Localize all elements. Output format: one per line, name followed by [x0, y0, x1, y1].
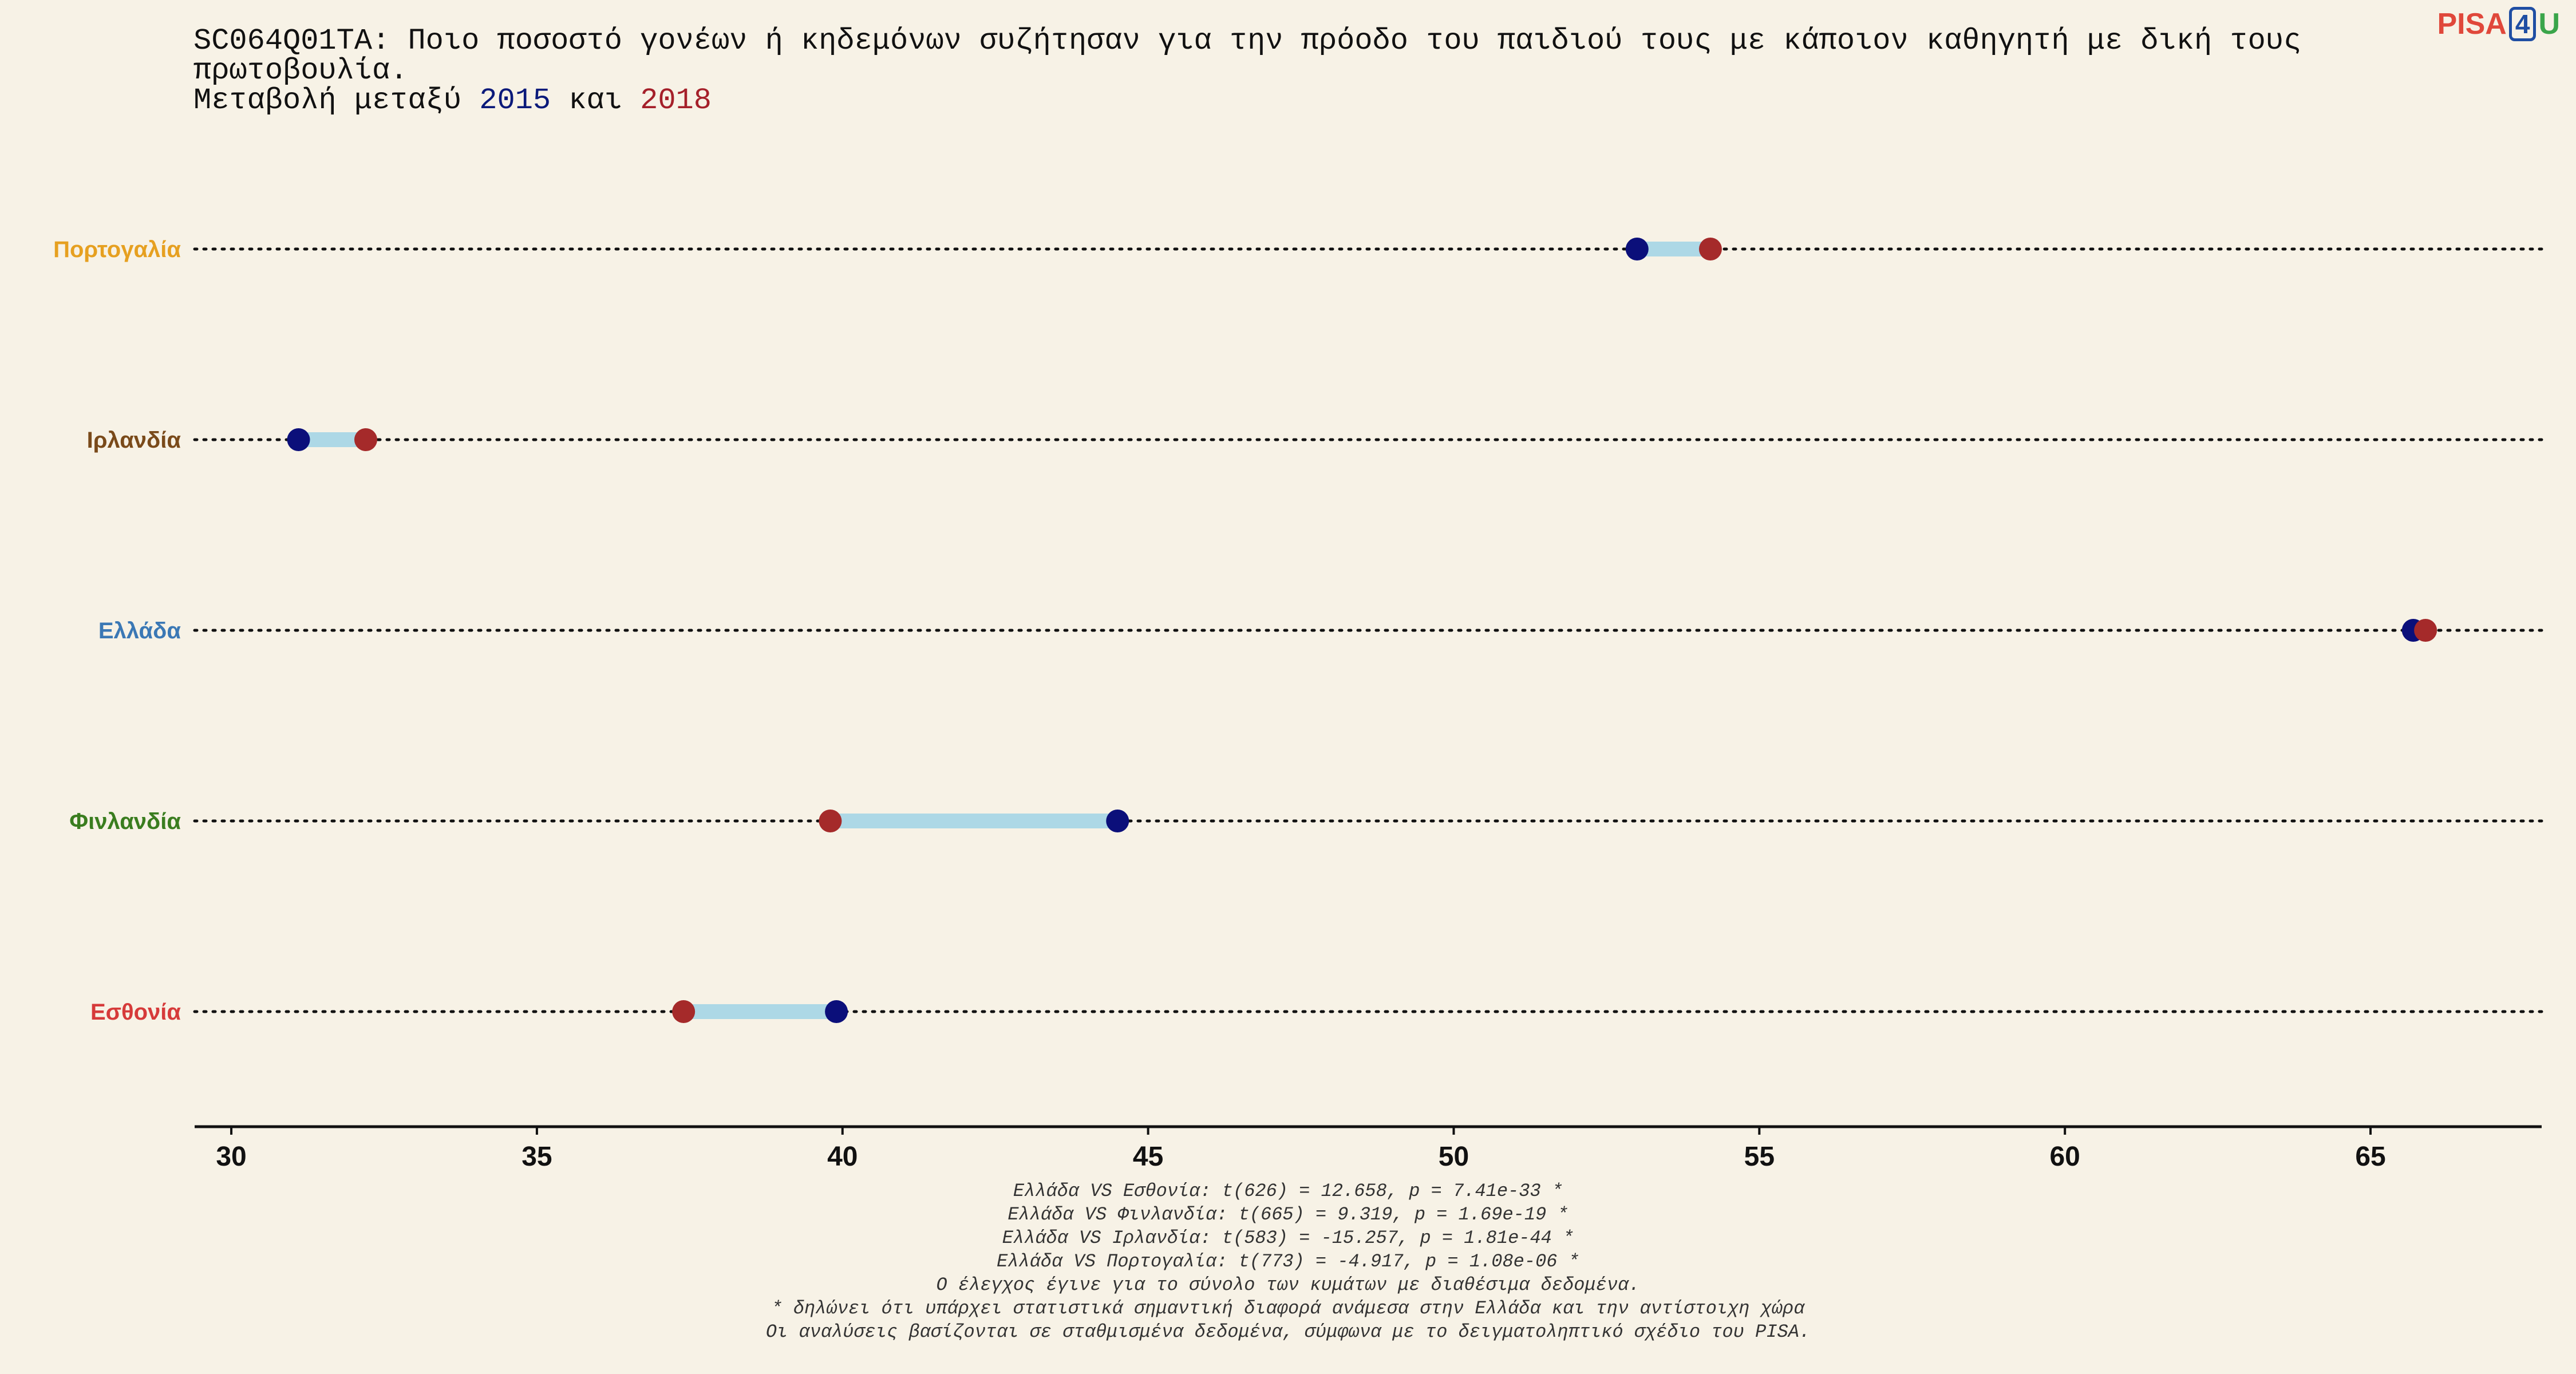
title-prefix: Μεταβολή μεταξύ: [193, 84, 480, 117]
row-2-point-2018: [2414, 619, 2437, 642]
chart-title: SC064Q01TA: Ποιο ποσοστό γονέων ή κηδεμό…: [193, 26, 2426, 116]
title-line-1: SC064Q01TA: Ποιο ποσοστό γονέων ή κηδεμό…: [193, 24, 2320, 88]
x-tick-label-30: 30: [216, 1142, 246, 1172]
row-1-label: Ιρλανδία: [87, 428, 181, 453]
x-tick-label-65: 65: [2355, 1142, 2385, 1172]
title-year-2015: 2015: [479, 84, 551, 117]
x-tick-label-35: 35: [521, 1142, 552, 1172]
row-2-label: Ελλάδα: [98, 618, 181, 643]
footnote-line: Οι αναλύσεις βασίζονται σε σταθμισμένα δ…: [765, 1321, 1811, 1343]
row-3-point-2018: [819, 810, 842, 832]
x-tick-label-60: 60: [2049, 1142, 2080, 1172]
row-4-label: Εσθονία: [90, 1000, 181, 1025]
footnote-line: Ελλάδα VS Φινλανδία: t(665) = 9.319, p =…: [1008, 1204, 1568, 1225]
footnote-line: Ελλάδα VS Ιρλανδία: t(583) = -15.257, p …: [1002, 1227, 1574, 1249]
logo-u: U: [2538, 7, 2560, 41]
x-tick-label-45: 45: [1133, 1142, 1163, 1172]
row-4-point-2018: [672, 1000, 696, 1023]
footnote-line: Ελλάδα VS Εσθονία: t(626) = 12.658, p = …: [1013, 1180, 1563, 1202]
footnote-line: Ελλάδα VS Πορτογαλία: t(773) = -4.917, p…: [997, 1251, 1579, 1272]
row-3-point-2015: [1106, 810, 1129, 832]
row-0-point-2018: [1698, 238, 1722, 260]
row-4-point-2015: [825, 1000, 848, 1023]
row-1-point-2018: [354, 428, 377, 451]
title-mid: και: [551, 84, 641, 117]
footnote-line: * δηλώνει ότι υπάρχει στατιστικά σημαντι…: [771, 1298, 1805, 1319]
row-0-label: Πορτογαλία: [53, 237, 181, 262]
row-1-point-2015: [287, 428, 310, 451]
logo-four: 4: [2508, 7, 2537, 41]
row-0-point-2015: [1625, 238, 1649, 260]
x-tick-label-40: 40: [827, 1142, 858, 1172]
title-year-2018: 2018: [640, 84, 712, 117]
pisa4u-logo: PISA 4 U: [2437, 7, 2560, 41]
footnotes: Ελλάδα VS Εσθονία: t(626) = 12.658, p = …: [0, 1179, 2576, 1344]
footnote-line: Ο έλεγχος έγινε για το σύνολο των κυμάτω…: [936, 1274, 1640, 1296]
x-tick-label-50: 50: [1439, 1142, 1469, 1172]
logo-pisa: PISA: [2437, 7, 2507, 41]
x-tick-label-55: 55: [1744, 1142, 1775, 1172]
row-3-label: Φινλανδία: [69, 809, 181, 834]
